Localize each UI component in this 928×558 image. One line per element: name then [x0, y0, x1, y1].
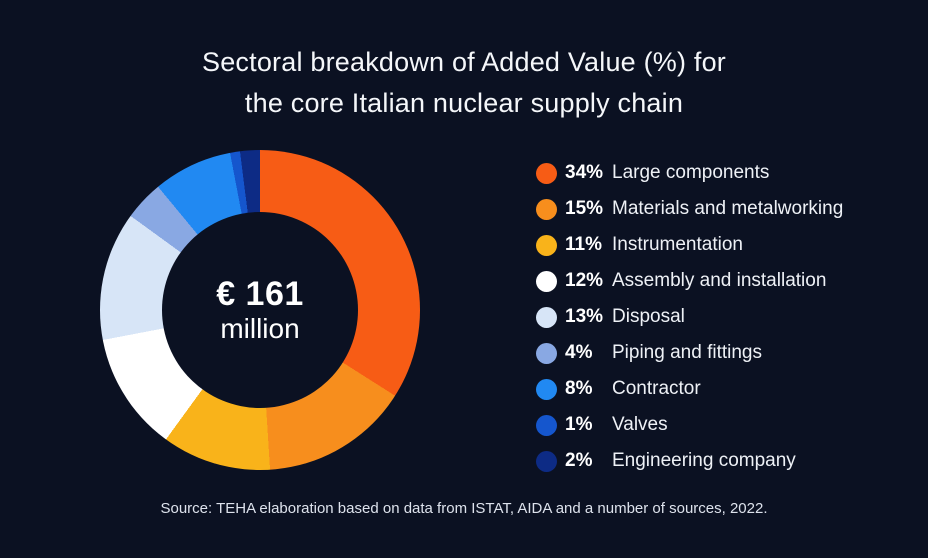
legend-color-dot: [536, 198, 557, 220]
legend-percent: 12%: [565, 270, 604, 291]
legend-color-dot: [536, 342, 557, 364]
legend-item: 11% Instrumentation: [536, 227, 843, 263]
legend-percent: 4%: [565, 342, 593, 363]
source-note: Source: TEHA elaboration based on data f…: [160, 500, 768, 517]
donut-center-unit: million: [220, 313, 300, 344]
legend-label: Instrumentation: [612, 234, 743, 255]
legend-color-dot: [536, 450, 557, 472]
donut-center: € 161 million: [162, 212, 358, 408]
chart-title-line1: Sectoral breakdown of Added Value (%) fo…: [202, 47, 726, 77]
legend-label: Piping and fittings: [612, 342, 762, 363]
legend-color-dot: [536, 162, 557, 184]
donut-chart: € 161 million: [100, 150, 420, 470]
legend-percent: 13%: [565, 306, 604, 327]
legend-percent: 34%: [565, 162, 604, 183]
donut-center-value: € 161: [216, 275, 304, 313]
legend-label: Engineering company: [612, 450, 796, 471]
legend-label: Assembly and installation: [612, 270, 827, 291]
legend-item: 8% Contractor: [536, 371, 843, 407]
legend-label: Valves: [612, 414, 668, 435]
legend-label: Disposal: [612, 306, 685, 327]
legend-label: Materials and metalworking: [612, 198, 844, 219]
legend-percent: 2%: [565, 450, 593, 471]
legend-percent: 11%: [565, 234, 602, 255]
legend-item: 12% Assembly and installation: [536, 263, 843, 299]
legend-item: 34% Large components: [536, 155, 843, 191]
legend-percent: 8%: [565, 378, 593, 399]
legend-color-dot: [536, 414, 557, 436]
legend-item: 13% Disposal: [536, 299, 843, 335]
chart-legend: 34% Large components 15% Materials and meta…: [536, 155, 843, 479]
legend-color-dot: [536, 270, 557, 292]
legend-item: 15% Materials and metalworking: [536, 191, 843, 227]
legend-percent: 15%: [565, 198, 604, 219]
legend-color-dot: [536, 378, 557, 400]
legend-color-dot: [536, 234, 557, 256]
chart-title-line2: the core Italian nuclear supply chain: [244, 88, 684, 118]
chart-title: Sectoral breakdown of Added Value (%) fo…: [0, 42, 928, 124]
legend-percent: 1%: [565, 414, 593, 435]
legend-item: 2% Engineering company: [536, 443, 843, 479]
legend-color-dot: [536, 306, 557, 328]
legend-item: 1% Valves: [536, 407, 843, 443]
legend-item: 4% Piping and fittings: [536, 335, 843, 371]
legend-label: Large components: [612, 162, 770, 183]
legend-label: Contractor: [612, 378, 701, 399]
